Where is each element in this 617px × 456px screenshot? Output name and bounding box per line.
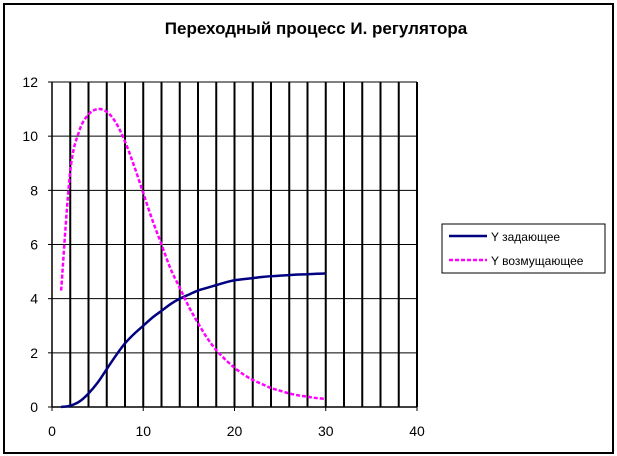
y-tick-label: 10	[22, 128, 38, 144]
axes-layer: 0 2 4 6 8 10 12 0 10 20 30 40	[22, 74, 425, 439]
grid-layer	[52, 81, 418, 407]
legend-box	[441, 223, 606, 274]
y-tick-label: 2	[30, 345, 38, 361]
legend-label-y-vozmushchayushchee: Y возмущающее	[491, 254, 584, 268]
x-tick-label: 20	[227, 423, 243, 439]
series-layer	[59, 107, 326, 409]
legend-label-y-zadayushchee: Y задающее	[491, 230, 560, 244]
x-tick-label: 30	[318, 423, 334, 439]
y-tick-label: 4	[30, 291, 38, 307]
series-line-y-zadayushchee	[60, 272, 326, 409]
y-tick-label: 8	[30, 182, 38, 198]
y-tick-label: 6	[30, 237, 38, 253]
y-tick-label: 12	[22, 74, 38, 90]
chart-frame: Переходный процесс И. регулятора 0 2 4 6 8 10…	[3, 3, 614, 454]
legend: Y задающее Y возмущающее	[441, 223, 606, 274]
x-tick-label: 0	[48, 423, 56, 439]
chart-svg: Переходный процесс И. регулятора 0 2 4 6 8 10…	[22, 19, 606, 439]
x-tick-label: 40	[409, 423, 425, 439]
x-tick-label: 10	[135, 423, 151, 439]
y-tick-label: 0	[30, 399, 38, 415]
series-line-y-vozmushchayushchee	[59, 107, 326, 401]
chart-title: Переходный процесс И. регулятора	[165, 19, 468, 38]
